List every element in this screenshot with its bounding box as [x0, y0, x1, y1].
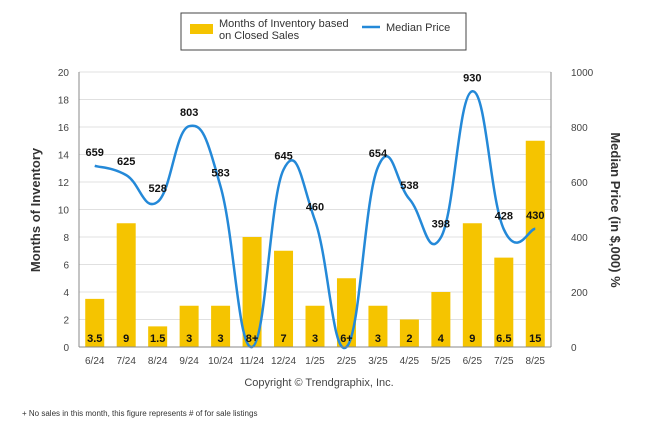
x-tick-label: 3/25 [368, 356, 388, 367]
bar-data-label: 9 [123, 333, 129, 345]
left-axis: 0 2 4 6 8 10 12 14 16 18 20 [58, 68, 80, 354]
y2-tick-label: 200 [571, 288, 588, 299]
bar [336, 278, 356, 347]
legend-bar-swatch [190, 24, 213, 34]
right-axis: 0 200 400 600 800 1000 [550, 68, 594, 354]
bar [462, 223, 482, 347]
y-tick-label: 20 [58, 68, 70, 79]
bar [148, 326, 168, 347]
y-tick-label: 14 [58, 151, 70, 162]
y-tick-label: 12 [58, 178, 70, 189]
bar [494, 257, 514, 347]
legend: Months of Inventory based on Closed Sale… [180, 12, 467, 51]
bar-data-label: 1.5 [150, 333, 165, 345]
x-tick-label: 2/25 [337, 356, 357, 367]
x-tick-label: 9/24 [179, 356, 199, 367]
y-tick-label: 10 [58, 206, 70, 217]
bar [179, 305, 199, 347]
bar [274, 250, 294, 347]
y2-tick-label: 600 [571, 178, 588, 189]
line-data-label: 583 [211, 168, 229, 180]
x-tick-label: 6/25 [463, 356, 483, 367]
y-tick-label: 0 [63, 343, 69, 354]
bar-data-label: 4 [438, 333, 445, 345]
y-tick-label: 18 [58, 96, 70, 107]
bar [85, 298, 105, 347]
line-data-label: 930 [463, 72, 481, 84]
x-tick-label: 10/24 [208, 356, 233, 367]
x-tick-label: 5/25 [431, 356, 451, 367]
bar-data-label: 15 [529, 333, 541, 345]
y2-tick-label: 800 [571, 123, 588, 134]
bar [399, 319, 419, 347]
x-tick-label: 8/24 [148, 356, 168, 367]
bar-data-label: 3 [312, 333, 318, 345]
line-data-label: 460 [306, 202, 324, 214]
legend-bar-label: Months of Inventory based on Closed Sale… [219, 18, 352, 42]
line-data-label: 538 [400, 180, 418, 192]
line-data-label: 645 [274, 151, 292, 163]
bar-data-label: 7 [280, 333, 286, 345]
x-axis: 6/24 7/24 8/24 9/24 10/24 11/24 12/24 1/25 2/25 3… [79, 346, 551, 367]
line-data-label: 528 [148, 183, 166, 195]
line-data-label: 428 [495, 210, 513, 222]
footnote: + No sales in this month, this figure re… [22, 409, 257, 418]
bar-data-label: 3 [186, 333, 192, 345]
bar [116, 223, 136, 347]
bar [525, 140, 545, 347]
bar [368, 305, 388, 347]
y-tick-label: 2 [63, 316, 69, 327]
gridlines [79, 71, 551, 348]
y-tick-label: 4 [63, 288, 69, 299]
y-tick-label: 6 [63, 261, 69, 272]
bar [211, 305, 231, 347]
bar-data-label: 2 [406, 333, 412, 345]
bar-data-label: 6+ [340, 333, 353, 345]
legend-line-label: Median Price [386, 22, 450, 34]
y2-tick-label: 1000 [571, 68, 594, 79]
bar [431, 292, 451, 347]
x-tick-label: 8/25 [526, 356, 546, 367]
bar-series [85, 140, 545, 347]
bar-data-label: 6.5 [496, 333, 511, 345]
x-tick-label: 7/25 [494, 356, 514, 367]
line-series [94, 90, 536, 350]
bar-data-labels: 3.5 9 1.5 3 3 8+ 7 3 6+ 3 2 4 9 6.5 15 [87, 333, 541, 345]
y2-tick-label: 0 [571, 343, 577, 354]
y-tick-label: 16 [58, 123, 70, 134]
y2-tick-label: 400 [571, 233, 588, 244]
bar [242, 237, 262, 347]
line-data-label: 659 [86, 147, 104, 159]
y-axis-title: Months of Inventory [28, 147, 43, 272]
line-data-labels: 659 625 528 803 583 645 460 654 538 398 930 428 430 [86, 72, 545, 230]
copyright: Copyright © Trendgraphix, Inc. [244, 377, 393, 389]
bar-data-label: 3.5 [87, 333, 102, 345]
x-tick-label: 12/24 [271, 356, 296, 367]
bar-data-label: 3 [218, 333, 224, 345]
y2-axis-title: Median Price (in $,000) % [608, 132, 623, 288]
x-tick-label: 4/25 [400, 356, 420, 367]
median-price-line [94, 90, 536, 350]
line-data-label: 803 [180, 107, 198, 119]
x-tick-label: 11/24 [240, 356, 265, 367]
bar-data-label: 9 [469, 333, 475, 345]
y-tick-label: 8 [63, 233, 69, 244]
bar-data-label: 8+ [246, 333, 259, 345]
bar [305, 305, 325, 347]
line-data-label: 654 [369, 148, 388, 160]
line-data-label: 625 [117, 156, 135, 168]
line-data-label: 398 [432, 219, 450, 231]
x-tick-label: 1/25 [305, 356, 325, 367]
line-data-label: 430 [526, 210, 544, 222]
x-tick-label: 7/24 [116, 356, 136, 367]
x-tick-label: 6/24 [85, 356, 105, 367]
bar-data-label: 3 [375, 333, 381, 345]
